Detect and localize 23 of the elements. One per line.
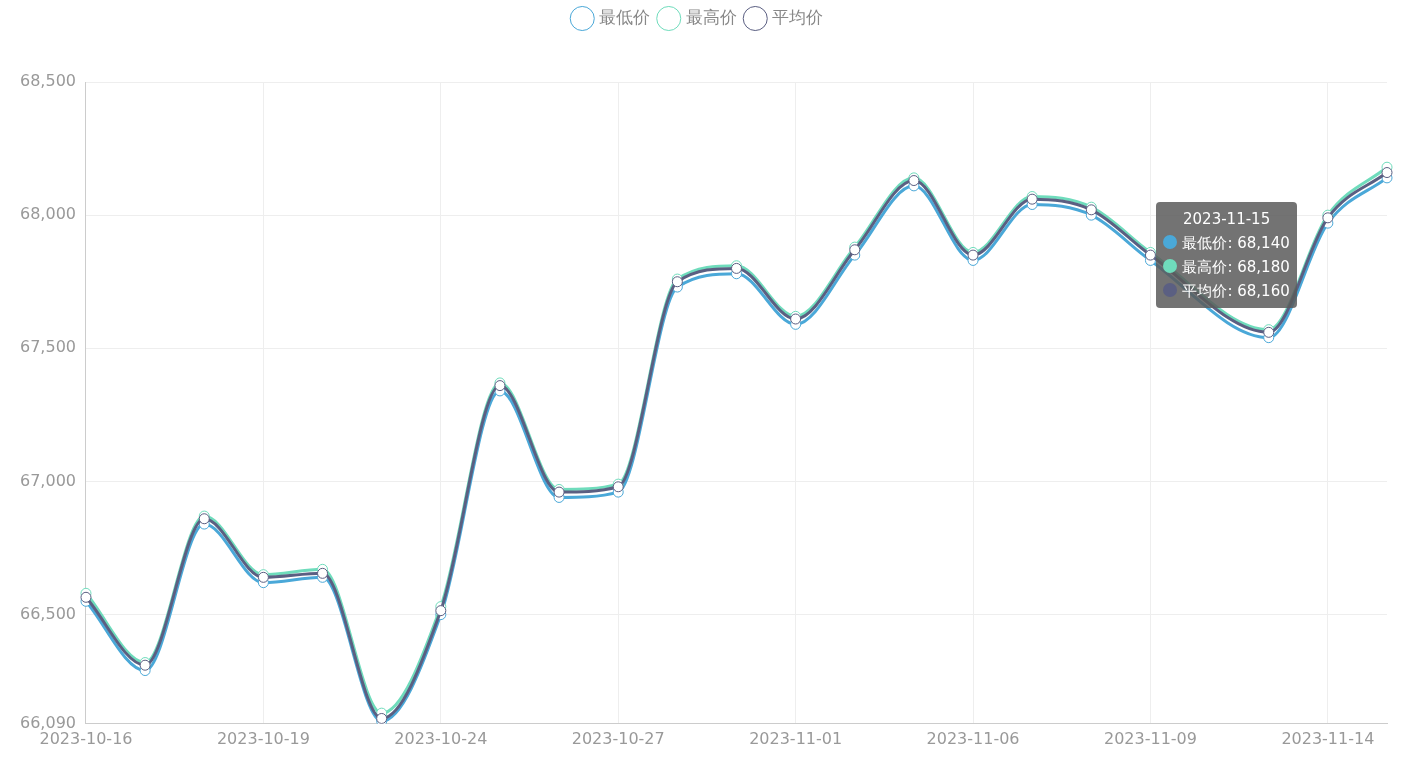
annotation: 最高价: 68,180 (1181, 256, 1290, 278)
x-tick-label: 2023-11-01 (749, 728, 843, 748)
point (1381, 167, 1393, 179)
point (435, 605, 447, 617)
y-tick-label: 66,500 (20, 603, 76, 623)
x-tick-label: 2023-11-09 (1103, 728, 1197, 748)
y-tick-label: 67,500 (20, 337, 76, 357)
annotation: 最低价: 68,140 (1181, 232, 1290, 254)
annotation: 2023-11-15 (1182, 208, 1272, 230)
x-tick-label: 2023-10-24 (394, 728, 488, 748)
legend-label: 最高价 (685, 6, 737, 27)
x-tick-label: 2023-11-06 (926, 728, 1020, 748)
x-tick-label: 2023-10-27 (571, 728, 665, 748)
legend-label: 最低价 (599, 6, 651, 27)
legend-label: 平均价 (772, 6, 824, 27)
y-tick-label: 68,000 (20, 204, 76, 224)
x-tick-label: 2023-10-19 (216, 728, 310, 748)
point (80, 591, 92, 603)
point (317, 567, 329, 579)
y-tick-label: 67,000 (20, 470, 76, 490)
x-tick-label: 2023-11-14 (1281, 728, 1375, 748)
y-tick-label: 68,500 (20, 71, 76, 91)
annotation: 平均价: 68,160 (1181, 280, 1290, 302)
